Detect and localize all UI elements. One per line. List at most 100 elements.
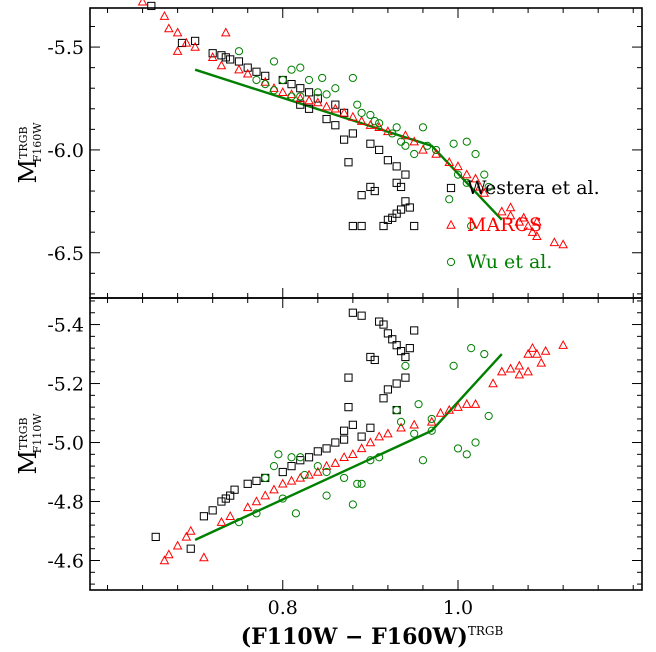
data-point — [164, 549, 174, 559]
data-point — [234, 47, 244, 56]
data-point — [357, 221, 366, 231]
data-point — [274, 450, 283, 459]
data-point — [532, 231, 542, 240]
data-point — [392, 405, 401, 415]
data-point — [344, 403, 353, 412]
data-point — [304, 453, 314, 462]
data-point — [277, 478, 288, 488]
data-point — [396, 417, 406, 426]
y-tick-label: -6.0 — [47, 140, 84, 162]
data-point — [216, 60, 227, 70]
data-point — [375, 317, 384, 326]
data-point — [260, 76, 271, 86]
data-point — [527, 226, 538, 236]
data-point — [269, 82, 279, 92]
data-point — [379, 394, 388, 403]
data-point — [379, 320, 388, 329]
data-point — [331, 84, 340, 93]
data-point — [401, 373, 410, 382]
data-point — [356, 115, 367, 125]
data-point — [426, 416, 437, 426]
data-point — [321, 101, 332, 111]
data-point — [470, 398, 481, 408]
data-point — [427, 414, 436, 424]
data-point — [392, 379, 401, 388]
data-point — [300, 470, 309, 480]
data-point — [252, 509, 261, 518]
data-point — [242, 502, 253, 512]
y-tick-label: -4.8 — [47, 492, 84, 514]
data-point — [383, 215, 393, 224]
legend-label: MARCS — [467, 214, 542, 236]
data-point — [296, 100, 305, 109]
data-point — [366, 139, 375, 148]
data-point — [435, 407, 446, 417]
data-point — [505, 202, 516, 212]
data-point — [444, 157, 455, 166]
data-point — [339, 435, 349, 444]
data-point — [348, 449, 358, 459]
legend-label: Wu et al. — [467, 251, 552, 273]
data-point — [185, 525, 196, 535]
data-point — [313, 462, 322, 471]
bottom-y-axis-title: MTRGBF110W — [14, 413, 44, 475]
data-point — [322, 467, 331, 477]
data-point — [414, 400, 423, 409]
data-point — [286, 475, 297, 485]
data-point — [401, 197, 410, 206]
data-point — [401, 352, 410, 362]
data-point — [137, 0, 148, 6]
data-point — [401, 361, 410, 370]
data-point — [401, 170, 410, 179]
data-point — [208, 49, 217, 58]
data-point — [277, 87, 288, 97]
data-point — [252, 476, 261, 485]
data-point — [365, 437, 376, 447]
data-point — [296, 456, 305, 465]
data-point — [396, 346, 406, 356]
data-point — [383, 156, 393, 165]
data-point — [269, 462, 279, 471]
data-point — [190, 41, 200, 51]
data-point — [383, 428, 393, 438]
data-point — [296, 92, 305, 101]
data-point — [269, 57, 279, 66]
data-point — [278, 467, 287, 477]
data-point — [321, 460, 332, 470]
data-point — [291, 509, 301, 518]
legend-marker — [446, 219, 456, 229]
data-point — [462, 450, 471, 459]
bottom-plot-frame — [89, 297, 643, 591]
y-tick-label: -5.4 — [47, 315, 84, 337]
data-point — [392, 178, 401, 187]
data-point — [366, 456, 375, 465]
data-point — [330, 457, 341, 467]
data-point — [484, 411, 493, 421]
data-point — [392, 162, 401, 171]
data-point — [234, 518, 244, 527]
data-point — [312, 466, 323, 476]
data-point — [496, 206, 507, 216]
data-point — [370, 186, 379, 196]
data-point — [348, 73, 357, 83]
y-tick-label: -5.5 — [47, 37, 84, 59]
data-point — [410, 429, 419, 438]
data-point — [339, 452, 349, 461]
data-point — [296, 63, 305, 72]
data-point — [523, 220, 533, 230]
data-point — [383, 329, 393, 338]
data-point — [261, 79, 270, 89]
data-point — [287, 65, 296, 74]
data-point — [396, 182, 406, 192]
x-tick-label: 1.0 — [443, 597, 473, 619]
data-point — [313, 447, 322, 456]
data-point — [462, 178, 471, 187]
data-point — [392, 341, 401, 350]
legend-marker — [446, 257, 456, 267]
data-point — [313, 94, 322, 103]
data-point — [331, 100, 340, 109]
data-point — [344, 373, 353, 382]
data-point — [471, 438, 480, 447]
data-point — [475, 181, 485, 191]
